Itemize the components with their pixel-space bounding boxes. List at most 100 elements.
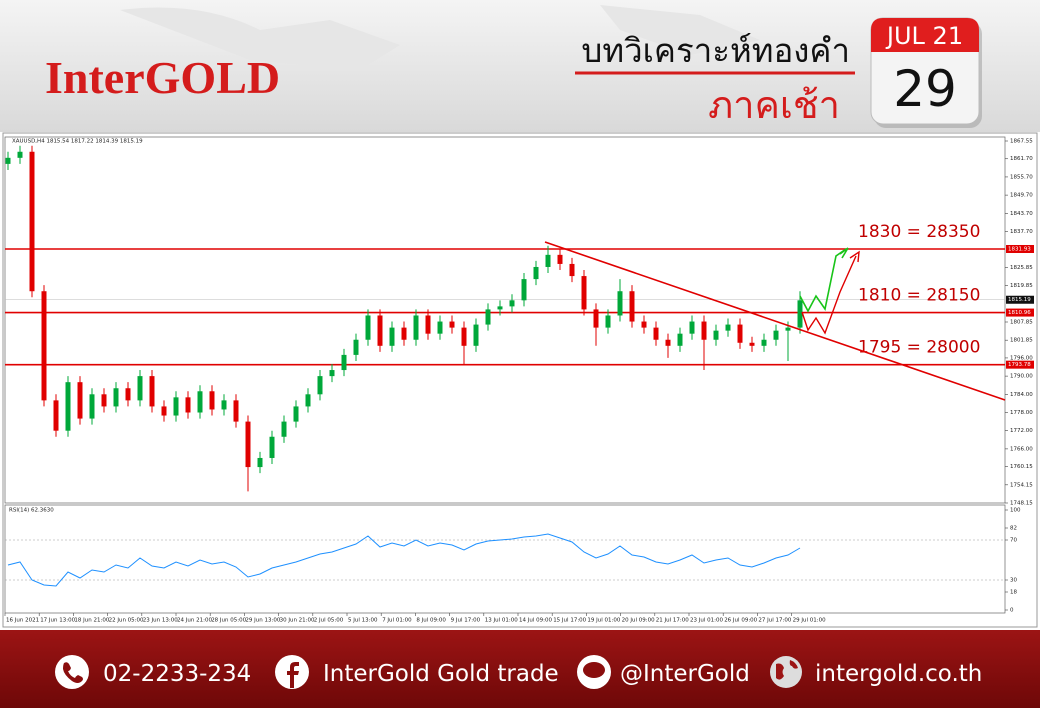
x-tick-label: 13 Jul 01:00 xyxy=(485,618,518,624)
globe-icon xyxy=(770,656,802,688)
x-tick-label: 21 Jul 17:00 xyxy=(656,618,689,624)
level-label: 1831.93 xyxy=(1008,246,1031,252)
x-tick-label: 18 Jun 21:00 xyxy=(74,618,109,624)
rsi-title: RSI(14) 62.3630 xyxy=(9,508,54,514)
candle-body xyxy=(629,291,635,322)
candle-body xyxy=(689,321,695,334)
candle-body xyxy=(437,321,443,334)
candle-body xyxy=(425,315,431,334)
candle-body xyxy=(353,339,359,355)
brand: InterGOLD xyxy=(45,52,280,103)
x-tick-label: 24 Jun 21:00 xyxy=(177,618,212,624)
candle-body xyxy=(377,315,383,346)
candle-body xyxy=(161,406,167,416)
y-tick-label: 1819.85 xyxy=(1010,283,1033,289)
y-tick-label: 1867.55 xyxy=(1010,139,1033,145)
candle-body xyxy=(749,342,755,346)
y-tick-label: 1801.85 xyxy=(1010,338,1033,344)
x-tick-label: 8 Jul 09:00 xyxy=(416,618,446,624)
candle-body xyxy=(101,394,107,407)
main-plot xyxy=(4,136,1006,504)
y-tick-label: 1843.70 xyxy=(1010,211,1033,217)
map-shape xyxy=(120,5,760,70)
candle-body xyxy=(725,324,731,331)
phone-icon xyxy=(55,655,89,689)
candle-body xyxy=(365,315,371,340)
candle-body xyxy=(497,306,503,310)
candle-body xyxy=(785,327,791,331)
candle-body xyxy=(41,291,47,401)
x-tick-label: 2 Jul 05:00 xyxy=(314,618,344,624)
candle-body xyxy=(677,333,683,346)
x-tick-label: 20 Jul 09:00 xyxy=(622,618,655,624)
candle-body xyxy=(533,266,539,280)
candle-body xyxy=(209,391,215,410)
candle-body xyxy=(461,327,467,346)
y-tick-label: 1784.00 xyxy=(1010,392,1033,398)
x-tick-label: 22 Jun 05:00 xyxy=(109,618,144,624)
y-tick-label: 1766.00 xyxy=(1010,446,1033,452)
y-tick-label: 1849.70 xyxy=(1010,193,1033,199)
candle-body xyxy=(641,321,647,328)
candle-body xyxy=(197,391,203,413)
facebook-glyph xyxy=(287,662,299,688)
level-box xyxy=(1006,244,1034,253)
candle-body xyxy=(305,394,311,407)
level-annotation: 1830 = 28350 xyxy=(858,222,980,242)
candle-body xyxy=(413,315,419,340)
candle-body xyxy=(617,291,623,316)
candle-body xyxy=(185,397,191,413)
footer-website: intergold.co.th xyxy=(815,661,982,687)
candle-body xyxy=(797,300,803,328)
x-tick-label: 29 Jul 01:00 xyxy=(793,618,826,624)
candle-body xyxy=(125,388,131,401)
trendline xyxy=(544,241,1006,401)
footer-line: @InterGold xyxy=(620,661,750,687)
chart-info: XAUUSD,H4 1815.54 1817.22 1814.39 1815.1… xyxy=(12,139,143,145)
subtitle: ภาคเช้า xyxy=(708,83,840,127)
candle-body xyxy=(137,376,143,401)
y-tick-label: 1807.85 xyxy=(1010,320,1033,326)
footer-facebook: InterGold Gold trade xyxy=(323,661,559,687)
calendar-day: 29 xyxy=(893,60,957,118)
candle-body xyxy=(89,394,95,419)
y-tick-label: 1790.00 xyxy=(1010,374,1033,380)
candle-body xyxy=(269,436,275,458)
arrow-head xyxy=(849,250,860,263)
x-tick-label: 7 Jul 01:00 xyxy=(382,618,412,624)
y-tick-label: 1796.00 xyxy=(1010,355,1033,361)
candle-body xyxy=(281,421,287,437)
level-label: 1793.78 xyxy=(1008,362,1031,368)
y-tick-label: 1760.15 xyxy=(1010,464,1033,470)
y-tick-label: 1772.00 xyxy=(1010,428,1033,434)
x-tick-label: 23 Jul 01:00 xyxy=(690,618,723,624)
y-tick-label: 18 xyxy=(1010,590,1017,596)
projection-alt xyxy=(801,255,857,335)
candle-body xyxy=(521,279,527,301)
candle-body xyxy=(341,354,347,371)
x-tick-label: 14 Jul 09:00 xyxy=(519,618,552,624)
candle-body xyxy=(473,324,479,346)
price-box xyxy=(1006,295,1034,304)
y-tick-label: 70 xyxy=(1010,538,1017,544)
candle-body xyxy=(557,254,563,264)
rsi-line xyxy=(7,533,801,587)
footer: 02-2233-234 InterGold Gold trade @InterG… xyxy=(55,655,982,689)
candle-body xyxy=(401,327,407,340)
candle-body xyxy=(569,263,575,277)
candle-body xyxy=(173,397,179,416)
candle-body xyxy=(653,327,659,340)
x-tick-label: 28 Jun 05:00 xyxy=(211,618,246,624)
title: บทวิเคราะห์ทองคำ xyxy=(581,31,850,70)
candle-body xyxy=(449,321,455,328)
candle-body xyxy=(485,309,491,325)
candle-body xyxy=(545,254,551,267)
y-tick-label: 1861.70 xyxy=(1010,156,1033,162)
candle-body xyxy=(713,330,719,340)
y-tick-label: 100 xyxy=(1010,508,1021,514)
candle-body xyxy=(29,151,35,292)
y-tick-label: 1837.70 xyxy=(1010,229,1033,235)
footer-bg xyxy=(0,630,1040,708)
projection-up xyxy=(799,248,847,313)
